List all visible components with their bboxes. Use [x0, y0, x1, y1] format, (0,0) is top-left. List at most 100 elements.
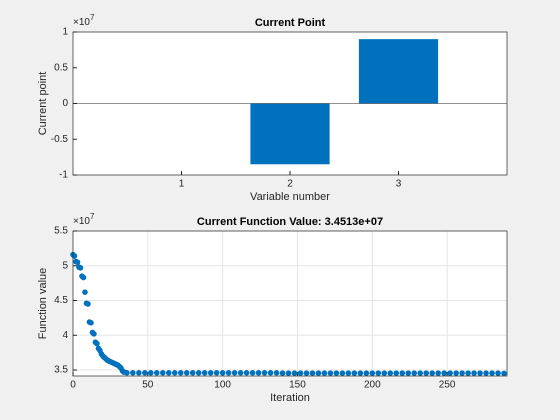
y-tick-label: 5	[62, 260, 68, 271]
x-tick-label: 1	[179, 179, 185, 190]
x-tick-label: 0	[70, 380, 76, 391]
point	[495, 370, 501, 376]
x-axis-label: Variable number	[250, 191, 330, 203]
point	[80, 274, 87, 281]
multiplier-exponent: 7	[90, 212, 95, 221]
point	[327, 370, 334, 376]
point	[321, 370, 328, 376]
point	[243, 370, 250, 376]
point	[387, 370, 394, 376]
point	[453, 370, 459, 376]
point	[285, 370, 292, 376]
point	[189, 370, 196, 376]
point	[339, 370, 346, 376]
point	[375, 370, 382, 376]
y-tick-label: 1	[62, 27, 68, 38]
point	[225, 370, 232, 376]
point	[405, 370, 412, 376]
point	[82, 289, 88, 295]
point	[297, 370, 304, 376]
point	[74, 259, 81, 266]
point	[91, 331, 97, 337]
point	[381, 370, 388, 376]
axis-multiplier: ×107	[73, 212, 95, 227]
point	[411, 370, 418, 376]
point	[159, 370, 166, 376]
point	[357, 370, 364, 376]
x-tick-label: 50	[142, 380, 154, 391]
point	[77, 265, 84, 271]
point	[345, 370, 352, 376]
multiplier-base: ×10	[73, 216, 90, 227]
point	[124, 370, 130, 376]
point	[88, 319, 94, 326]
axes-background	[73, 231, 507, 376]
point	[465, 370, 471, 376]
point	[369, 370, 376, 376]
point	[447, 370, 453, 376]
point	[459, 370, 465, 376]
axis-multiplier: ×107	[73, 13, 95, 28]
y-axis-label: Current point	[37, 72, 49, 136]
point	[171, 370, 178, 376]
point	[471, 370, 477, 376]
x-tick-label: 200	[364, 380, 381, 391]
point	[351, 370, 358, 376]
y-tick-label: 3.5	[54, 365, 68, 376]
y-tick-label: 0	[62, 98, 68, 109]
point	[435, 370, 441, 376]
point	[165, 370, 172, 376]
point	[195, 370, 202, 376]
point	[213, 370, 220, 376]
x-tick-label: 100	[214, 380, 231, 391]
point	[71, 253, 78, 259]
point	[399, 370, 406, 376]
point	[315, 370, 322, 376]
point	[333, 370, 340, 376]
point	[261, 370, 268, 376]
point	[85, 301, 91, 307]
point	[237, 370, 244, 376]
point	[94, 340, 100, 347]
point	[417, 370, 424, 376]
point	[142, 370, 148, 376]
point	[148, 370, 154, 376]
point	[363, 370, 370, 376]
bar	[358, 39, 439, 104]
x-tick-label: 3	[396, 179, 402, 190]
y-tick-label: 4	[62, 330, 68, 341]
point	[136, 370, 142, 376]
point	[477, 370, 483, 376]
point	[303, 370, 310, 376]
point	[429, 370, 435, 376]
point	[231, 370, 238, 376]
point	[177, 370, 184, 376]
y-tick-label: -1	[59, 170, 68, 181]
point	[154, 370, 160, 376]
point	[309, 370, 316, 376]
x-tick-label: 150	[289, 380, 306, 391]
point	[441, 370, 447, 376]
y-tick-label: 0.5	[54, 62, 68, 73]
point	[201, 370, 208, 376]
point	[273, 370, 280, 376]
point	[249, 370, 256, 376]
bar	[250, 103, 330, 165]
point	[255, 370, 262, 376]
point	[279, 370, 286, 376]
x-axis-label: Iteration	[270, 392, 310, 404]
point	[489, 370, 495, 376]
x-tick-label: 2	[287, 179, 293, 190]
point	[219, 370, 226, 376]
y-tick-label: 5.5	[54, 226, 68, 237]
multiplier-exponent: 7	[90, 13, 95, 22]
chart-title: Current Function Value: 3.4513e+07	[197, 216, 383, 228]
point	[207, 370, 214, 376]
point	[483, 370, 489, 376]
chart-title: Current Point	[255, 17, 326, 29]
y-tick-label: -0.5	[51, 134, 69, 145]
point	[393, 370, 400, 376]
y-axis-label: Function value	[37, 268, 49, 340]
point	[291, 370, 298, 376]
